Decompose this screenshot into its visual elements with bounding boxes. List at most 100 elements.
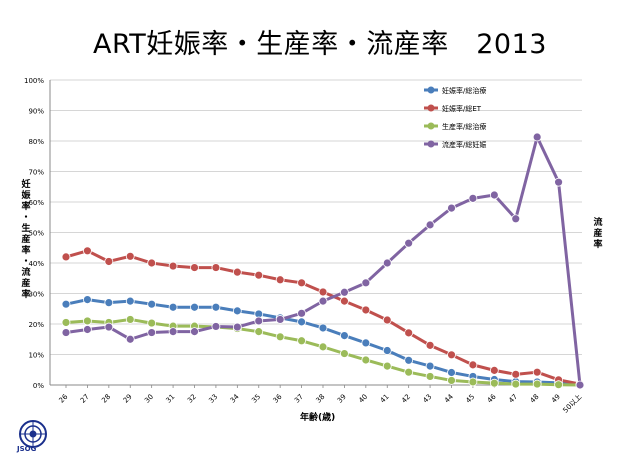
legend-marker — [427, 104, 435, 112]
x-tick-label: 35 — [250, 393, 262, 405]
x-tick-label: 40 — [357, 393, 369, 405]
data-point — [125, 251, 135, 261]
y-tick-label: 50% — [28, 230, 44, 238]
data-point — [404, 238, 414, 248]
y-tick-label: 0% — [33, 382, 44, 390]
x-tick-label: 46 — [486, 392, 498, 404]
data-point — [211, 302, 221, 312]
x-tick-label: 30 — [143, 393, 155, 405]
data-point — [447, 350, 456, 360]
x-tick-label: 43 — [422, 393, 434, 405]
data-point — [361, 305, 371, 315]
data-point — [297, 317, 306, 327]
y-axis-label-right: 流産率 — [593, 218, 603, 250]
x-tick-label: 45 — [464, 393, 476, 405]
data-point — [61, 299, 71, 309]
data-point — [83, 246, 92, 256]
y-tick-label: 20% — [28, 321, 44, 329]
x-tick-label: 36 — [272, 392, 284, 404]
data-point — [190, 302, 199, 312]
data-point — [532, 132, 542, 142]
data-point — [104, 322, 114, 332]
page-title: ART妊娠率・生産率・流産率 2013 — [93, 29, 547, 60]
legend-label: 妊娠率/総治療 — [442, 86, 486, 95]
data-point — [275, 332, 285, 342]
x-tick-label: 50以上 — [561, 392, 584, 415]
data-point — [511, 369, 521, 379]
data-point — [361, 355, 371, 365]
data-point — [468, 377, 478, 387]
data-point — [297, 308, 306, 318]
x-axis-label: 年齢(歳) — [300, 413, 336, 423]
data-point — [125, 334, 135, 344]
data-point — [318, 323, 328, 333]
legend-label: 生産率/総治療 — [442, 122, 486, 131]
data-point — [489, 378, 499, 388]
data-point — [147, 299, 157, 309]
data-point — [340, 287, 349, 297]
y-axis-label-left: 妊娠率・生産率・流産率 — [21, 180, 31, 300]
data-point — [61, 318, 71, 327]
y-tick-label: 90% — [28, 108, 44, 116]
x-tick-label: 31 — [165, 393, 177, 405]
data-point — [382, 258, 392, 268]
x-tick-label: 28 — [100, 393, 112, 405]
y-tick-label: 30% — [28, 291, 44, 299]
legend-marker — [427, 86, 435, 94]
data-point — [254, 270, 264, 280]
data-point — [147, 258, 157, 268]
data-point — [532, 367, 542, 377]
y-tick-label: 40% — [28, 260, 44, 268]
data-point — [83, 295, 92, 305]
data-point — [83, 316, 92, 326]
y-tick-label: 100% — [24, 77, 44, 85]
data-point — [532, 379, 542, 389]
x-tick-label: 27 — [79, 393, 91, 405]
data-point — [554, 380, 563, 390]
data-point — [275, 275, 285, 285]
data-point — [425, 220, 435, 230]
legend-label: 流産率/総妊娠 — [442, 140, 486, 149]
x-tick-label: 41 — [379, 393, 391, 405]
data-point — [61, 328, 71, 337]
data-point — [425, 372, 435, 381]
x-tick-label: 48 — [529, 393, 541, 405]
data-point — [468, 193, 478, 203]
data-point — [404, 355, 414, 365]
data-point — [489, 190, 499, 200]
y-tick-label: 10% — [28, 352, 44, 360]
x-tick-label: 42 — [400, 393, 412, 405]
data-point — [104, 257, 114, 266]
data-point — [297, 278, 306, 288]
legend-label: 妊娠率/総ET — [442, 104, 482, 113]
x-tick-label: 33 — [207, 393, 219, 405]
data-point — [511, 379, 521, 389]
data-point — [275, 315, 285, 324]
x-tick-label: 29 — [122, 393, 134, 405]
x-tick-label: 26 — [57, 392, 69, 404]
x-tick-label: 47 — [507, 393, 519, 405]
data-point — [382, 346, 392, 355]
data-point — [211, 263, 221, 272]
data-point — [340, 331, 349, 340]
data-point — [340, 349, 349, 358]
data-point — [168, 302, 178, 312]
data-point — [447, 203, 456, 213]
x-tick-label: 37 — [293, 393, 305, 405]
data-point — [125, 296, 135, 306]
jsog-logo — [19, 420, 47, 448]
data-point — [168, 261, 178, 271]
data-point — [318, 342, 328, 352]
series-line — [65, 249, 581, 386]
data-point — [404, 328, 414, 338]
y-tick-label: 80% — [28, 138, 44, 146]
data-point — [211, 322, 221, 331]
legend-marker — [427, 140, 435, 148]
data-point — [318, 287, 328, 297]
data-point — [168, 327, 178, 337]
x-tick-label: 32 — [186, 393, 198, 405]
data-point — [232, 322, 242, 332]
data-point — [511, 214, 521, 224]
data-point — [447, 376, 456, 385]
